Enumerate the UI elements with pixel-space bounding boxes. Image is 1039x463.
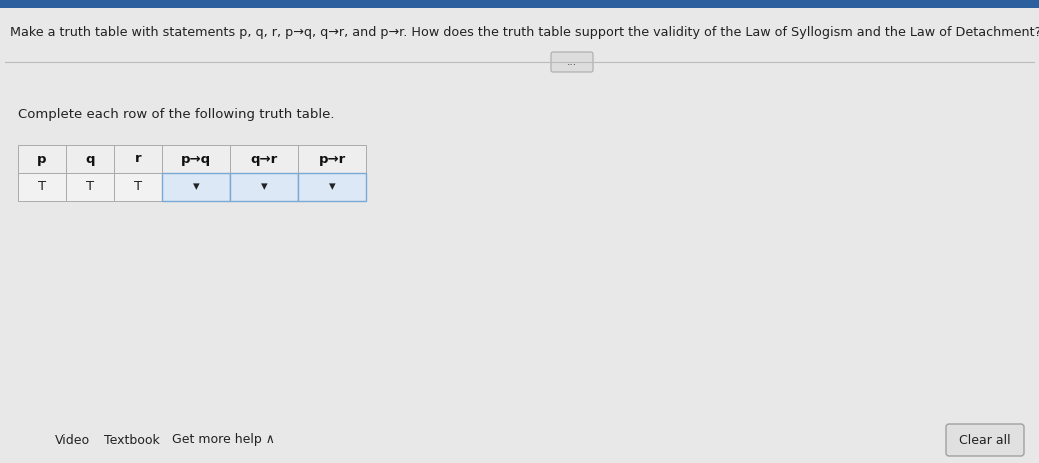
Text: q→r: q→r: [250, 152, 277, 165]
Bar: [114, 173, 162, 201]
Text: Complete each row of the following truth table.: Complete each row of the following truth…: [18, 108, 335, 121]
Text: ...: ...: [567, 57, 577, 67]
Text: T: T: [134, 181, 142, 194]
Text: Textbook: Textbook: [104, 433, 160, 446]
Bar: [114, 145, 162, 173]
Text: p→r: p→r: [318, 152, 346, 165]
Bar: [162, 173, 230, 201]
Bar: [298, 173, 366, 201]
FancyBboxPatch shape: [945, 424, 1024, 456]
Text: T: T: [38, 181, 46, 194]
Text: ▾: ▾: [328, 181, 336, 194]
Bar: [162, 145, 230, 173]
Text: p: p: [37, 152, 47, 165]
Bar: [230, 173, 298, 201]
Text: r: r: [135, 152, 141, 165]
Text: Video: Video: [55, 433, 90, 446]
Bar: [298, 145, 366, 173]
Text: p→q: p→q: [181, 152, 211, 165]
Text: Clear all: Clear all: [959, 433, 1011, 446]
Text: ▾: ▾: [261, 181, 267, 194]
Text: q: q: [85, 152, 95, 165]
Text: Make a truth table with statements p, q, r, p→q, q→r, and p→r. How does the trut: Make a truth table with statements p, q,…: [10, 26, 1039, 39]
Text: T: T: [86, 181, 95, 194]
FancyBboxPatch shape: [551, 52, 593, 72]
Bar: [230, 145, 298, 173]
Bar: [66, 173, 114, 201]
Bar: [66, 145, 114, 173]
Text: Get more help ∧: Get more help ∧: [171, 433, 274, 446]
Bar: [0, 0, 1039, 8]
Bar: [18, 173, 66, 201]
Text: ▾: ▾: [192, 181, 199, 194]
Bar: [18, 145, 66, 173]
